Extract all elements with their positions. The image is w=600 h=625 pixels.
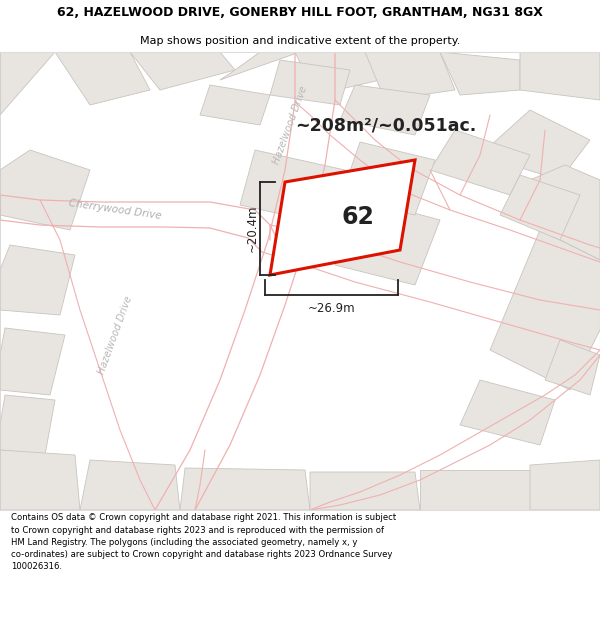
Polygon shape <box>460 380 555 445</box>
Text: 62: 62 <box>341 205 374 229</box>
Polygon shape <box>240 150 345 225</box>
Text: Hazelwood Drive: Hazelwood Drive <box>96 294 134 376</box>
Polygon shape <box>180 468 310 510</box>
Polygon shape <box>200 85 270 125</box>
Polygon shape <box>310 472 420 510</box>
Polygon shape <box>340 85 430 135</box>
Text: Cherrywood Drive: Cherrywood Drive <box>68 199 162 221</box>
Polygon shape <box>440 52 520 95</box>
Polygon shape <box>220 52 300 80</box>
Polygon shape <box>270 160 415 275</box>
Polygon shape <box>0 328 65 395</box>
Polygon shape <box>130 52 235 90</box>
Text: ~20.4m: ~20.4m <box>245 205 259 252</box>
Polygon shape <box>0 450 80 510</box>
Polygon shape <box>0 245 75 315</box>
Polygon shape <box>530 165 600 260</box>
Text: ~26.9m: ~26.9m <box>308 302 355 316</box>
Text: Hazelwood Drive: Hazelwood Drive <box>271 84 309 166</box>
Polygon shape <box>80 460 180 510</box>
Polygon shape <box>530 460 600 510</box>
Polygon shape <box>340 142 435 215</box>
Polygon shape <box>55 52 150 105</box>
Polygon shape <box>490 230 600 390</box>
Polygon shape <box>520 52 600 100</box>
Polygon shape <box>420 470 530 510</box>
Polygon shape <box>295 52 380 95</box>
Text: Map shows position and indicative extent of the property.: Map shows position and indicative extent… <box>140 36 460 46</box>
Polygon shape <box>365 52 455 100</box>
Polygon shape <box>545 340 600 395</box>
Polygon shape <box>430 130 530 195</box>
Polygon shape <box>270 60 350 105</box>
Text: ~208m²/~0.051ac.: ~208m²/~0.051ac. <box>295 116 476 134</box>
Polygon shape <box>480 110 590 180</box>
Polygon shape <box>500 175 580 240</box>
Polygon shape <box>0 52 55 115</box>
Polygon shape <box>335 200 440 285</box>
Text: Contains OS data © Crown copyright and database right 2021. This information is : Contains OS data © Crown copyright and d… <box>11 514 396 571</box>
Polygon shape <box>0 395 55 455</box>
Polygon shape <box>0 150 90 230</box>
Text: 62, HAZELWOOD DRIVE, GONERBY HILL FOOT, GRANTHAM, NG31 8GX: 62, HAZELWOOD DRIVE, GONERBY HILL FOOT, … <box>57 6 543 19</box>
